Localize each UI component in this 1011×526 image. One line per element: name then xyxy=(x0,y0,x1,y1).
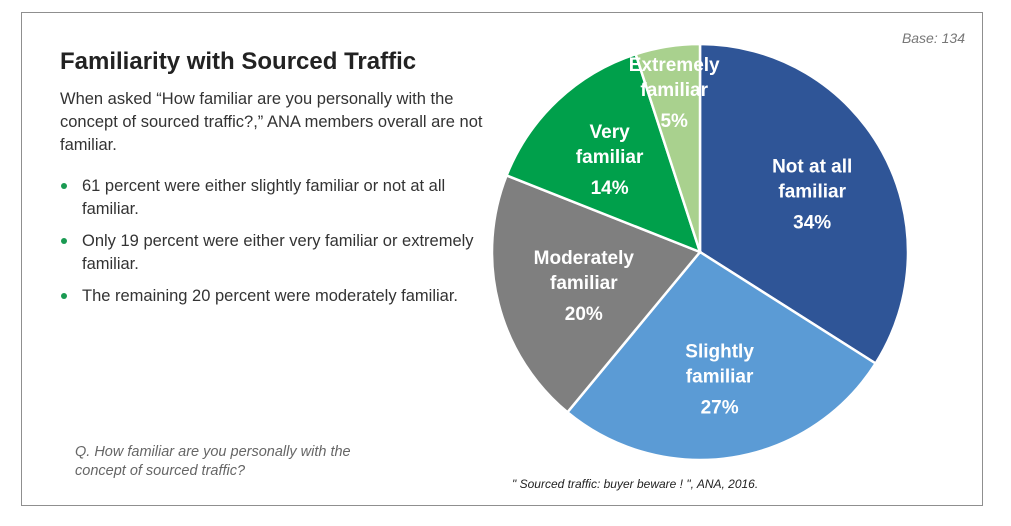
source-citation: " Sourced traffic: buyer beware ! ", ANA… xyxy=(512,477,759,491)
bullet-text: Only 19 percent were either very familia… xyxy=(82,232,474,273)
slice-label-very-familiar: Very familiar 14% xyxy=(576,122,644,199)
pie-slice-slightly-familiar xyxy=(565,250,878,462)
list-item: The remaining 20 percent were moderately… xyxy=(60,285,480,308)
survey-question: Q. How familiar are you personally with … xyxy=(75,444,351,479)
bullet-icon xyxy=(61,293,67,299)
list-item: Only 19 percent were either very familia… xyxy=(60,230,480,276)
pie-slice-extremely-familiar xyxy=(634,42,702,253)
pie-slice-moderately-familiar xyxy=(490,173,703,415)
slice-label-not-at-all-familiar: Not at all familiar 34% xyxy=(772,156,852,233)
slice-label-extremely-familiar: Extremely familiar 5% xyxy=(629,55,720,132)
bullet-list: 61 percent were either slightly familiar… xyxy=(60,175,480,317)
bullet-text: The remaining 20 percent were moderately… xyxy=(82,287,459,305)
intro-text: When asked “How familiar are you persona… xyxy=(60,90,483,154)
slice-label-moderately-familiar: Moderately familiar 20% xyxy=(534,248,635,325)
base-count: Base: 134 xyxy=(901,30,965,46)
slice-label-slightly-familiar: Slightly familiar 27% xyxy=(685,342,754,419)
pie-chart: Not at all familiar 34% Slightly familiar 27%… xyxy=(490,42,910,462)
bullet-icon xyxy=(61,183,67,189)
bullet-icon xyxy=(61,238,67,244)
chart-frame xyxy=(21,12,983,506)
page-title: Familiarity with Sourced Traffic xyxy=(60,48,417,75)
list-item: 61 percent were either slightly familiar… xyxy=(60,175,480,221)
bullet-text: 61 percent were either slightly familiar… xyxy=(82,177,446,218)
